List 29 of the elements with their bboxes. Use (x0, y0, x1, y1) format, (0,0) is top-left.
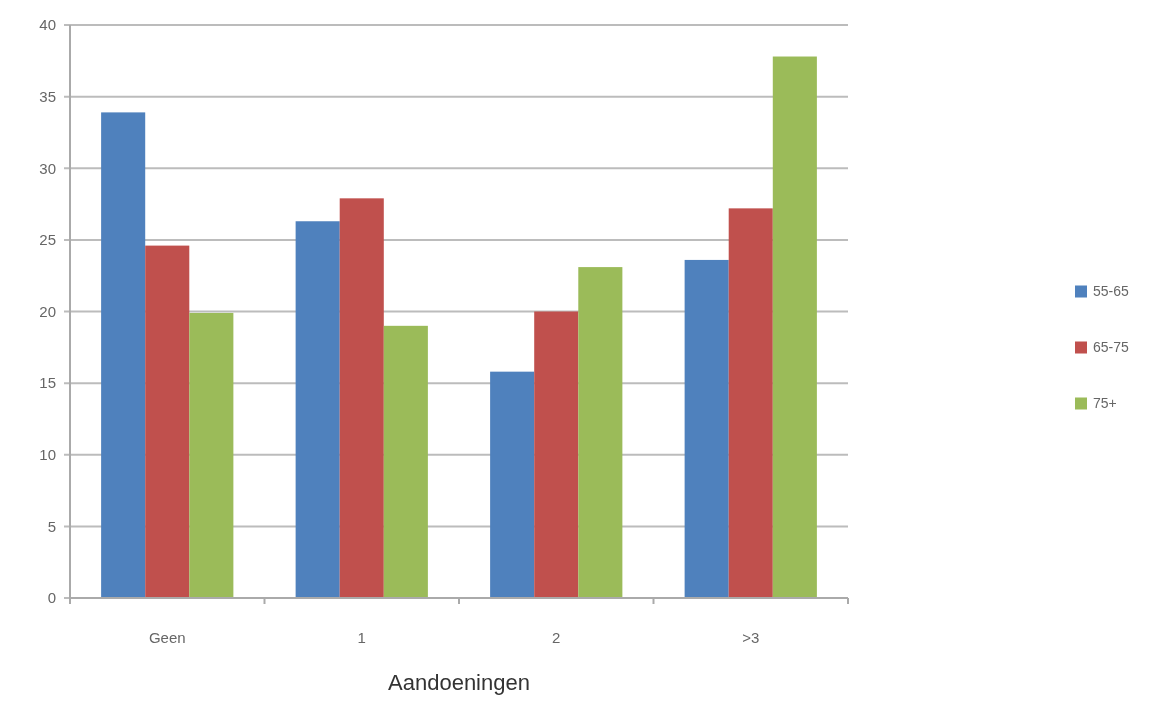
y-tick-label: 0 (47, 589, 56, 607)
y-tick-label: 5 (47, 517, 56, 535)
legend-label: 55-65 (1093, 283, 1130, 300)
legend-label: 65-75 (1093, 339, 1130, 356)
x-tick-label: Geen (148, 629, 186, 646)
bar (578, 267, 623, 598)
bar (728, 208, 773, 598)
bar (145, 245, 190, 598)
y-tick-label: 15 (39, 374, 56, 392)
x-tick-label: 1 (357, 629, 366, 646)
x-tick-label: >3 (742, 629, 760, 646)
x-axis-title: Aandoeningen (388, 670, 530, 695)
bar (295, 221, 340, 598)
y-tick-label: 40 (39, 16, 56, 34)
bar (534, 311, 579, 598)
bar (339, 198, 384, 598)
bar (383, 325, 428, 598)
y-tick-label: 25 (39, 231, 56, 249)
bar (490, 371, 535, 598)
bar (684, 259, 729, 598)
legend-label: 75+ (1093, 395, 1117, 412)
x-tick-label: 2 (552, 629, 561, 646)
bar (189, 312, 234, 598)
y-tick-label: 10 (39, 446, 56, 463)
bar (101, 112, 146, 598)
y-tick-label: 35 (39, 87, 56, 105)
y-tick-label: 20 (39, 302, 56, 320)
y-tick-label: 30 (39, 159, 56, 177)
bar (772, 56, 817, 598)
